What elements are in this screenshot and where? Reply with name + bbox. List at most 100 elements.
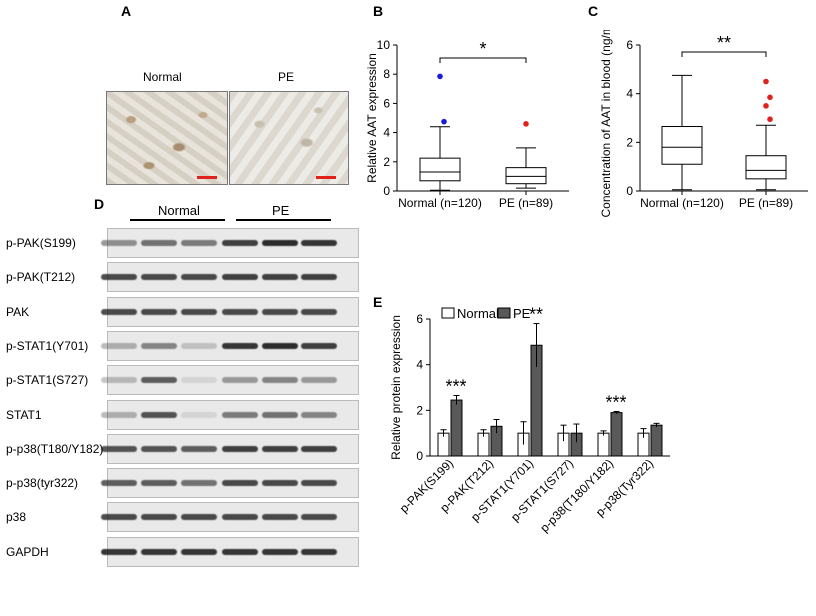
blot-band xyxy=(301,548,337,555)
blot-band xyxy=(101,308,137,315)
blot-row-label: p-p38(T180/Y182) xyxy=(6,441,104,456)
blot-band xyxy=(222,274,258,281)
box xyxy=(505,167,547,185)
blot-band xyxy=(141,377,177,384)
blot-band xyxy=(262,480,298,487)
y-tick-label: 6 xyxy=(416,312,423,326)
significance-bracket xyxy=(439,57,527,63)
legend-swatch-pe xyxy=(497,307,511,319)
significance-marker: * xyxy=(479,39,486,59)
box xyxy=(419,157,461,182)
blot-band xyxy=(141,240,177,246)
blot-strip xyxy=(101,433,359,464)
blot-band xyxy=(141,548,177,555)
blot-band xyxy=(222,480,258,487)
x-tick-label: PE (n=89) xyxy=(499,196,553,210)
blot-band xyxy=(101,548,137,555)
blot-band xyxy=(301,514,337,521)
blot-band xyxy=(301,377,337,384)
blot-band xyxy=(141,274,177,281)
group-bar-normal xyxy=(130,219,225,221)
blot-band xyxy=(181,308,217,315)
blot-band xyxy=(101,377,137,384)
panel-label-c: C xyxy=(588,3,599,19)
y-tick-label: 8 xyxy=(383,67,390,81)
blot-row-label: p-p38(tyr322) xyxy=(6,476,79,491)
box-plot-c: 0 2 4 6 Concentration of AAT in blood (ng/ml… xyxy=(599,30,808,218)
blot-band xyxy=(301,480,337,487)
y-tick-label: 4 xyxy=(416,358,423,372)
blot-row-label: p-STAT1(Y701) xyxy=(6,338,89,353)
blot-band xyxy=(181,377,217,384)
blot-band xyxy=(301,411,337,418)
blot-band xyxy=(262,274,298,281)
blot-strip xyxy=(101,228,359,258)
scale-bar-normal xyxy=(197,176,217,179)
blot-band xyxy=(141,308,177,315)
significance-marker: ** xyxy=(529,305,543,325)
panel-label-a: A xyxy=(121,3,132,19)
blot-strip xyxy=(101,365,359,396)
blot-row-label: STAT1 xyxy=(6,407,42,422)
bar-normal xyxy=(597,432,610,457)
outlier-point xyxy=(763,78,769,85)
blot-band xyxy=(262,445,298,452)
blot-band xyxy=(141,342,177,349)
blot-strip xyxy=(101,262,359,293)
outlier-point xyxy=(523,121,529,127)
blot-band xyxy=(262,342,298,349)
blot-band xyxy=(262,240,298,246)
blot-band xyxy=(101,514,137,521)
y-tick-label: 0 xyxy=(416,449,423,463)
y-tick-label: 6 xyxy=(383,96,390,110)
blot-band xyxy=(181,548,217,555)
blot-row-label: PAK xyxy=(6,304,30,319)
blot-group-pe: PE xyxy=(272,203,290,218)
bar-normal xyxy=(437,432,450,457)
blot-band xyxy=(301,240,337,246)
blot-row-label: p38 xyxy=(6,510,27,525)
x-tick-label: Normal (n=120) xyxy=(640,196,724,210)
outlier-point xyxy=(767,116,773,123)
y-tick-label: 2 xyxy=(383,155,390,169)
blot-band xyxy=(141,445,177,452)
blot-band xyxy=(262,377,298,384)
legend-swatch-normal xyxy=(441,307,455,319)
significance-marker: *** xyxy=(605,392,626,412)
bar-pe xyxy=(650,424,663,457)
outlier-point xyxy=(437,73,443,80)
y-tick-label: 4 xyxy=(383,126,390,140)
blot-band xyxy=(301,342,337,349)
y-axis-label: Relative protein expression xyxy=(389,315,403,460)
blot-band xyxy=(141,411,177,418)
histology-normal-label: Normal xyxy=(143,70,182,84)
blot-band xyxy=(181,480,217,487)
outlier-point xyxy=(441,118,447,125)
box xyxy=(745,155,787,180)
blot-band xyxy=(181,411,217,418)
blot-row-label: p-PAK(S199) xyxy=(6,236,76,250)
blot-strip xyxy=(101,330,359,361)
blot-band xyxy=(301,308,337,315)
histology-pe-label: PE xyxy=(278,70,295,84)
blot-row-label: p-PAK(T212) xyxy=(6,270,76,285)
panel-label-d: D xyxy=(94,196,105,212)
blot-band xyxy=(181,514,217,521)
blot-strip xyxy=(101,296,359,327)
bar-pe xyxy=(610,412,623,457)
blot-band xyxy=(181,274,217,281)
blot-band xyxy=(222,377,258,384)
panel-label-b: B xyxy=(373,3,384,19)
histology-pe-image xyxy=(229,91,349,185)
blot-row-label: p-STAT1(S727) xyxy=(6,373,89,388)
legend-label-normal: Normal xyxy=(457,306,499,321)
blot-band xyxy=(181,240,217,246)
blot-band xyxy=(301,445,337,452)
outlier-point xyxy=(767,94,773,101)
blot-strip xyxy=(101,536,359,567)
y-axis-label: Concentration of AAT in blood (ng/ml) xyxy=(599,30,613,218)
blot-band xyxy=(222,240,258,246)
